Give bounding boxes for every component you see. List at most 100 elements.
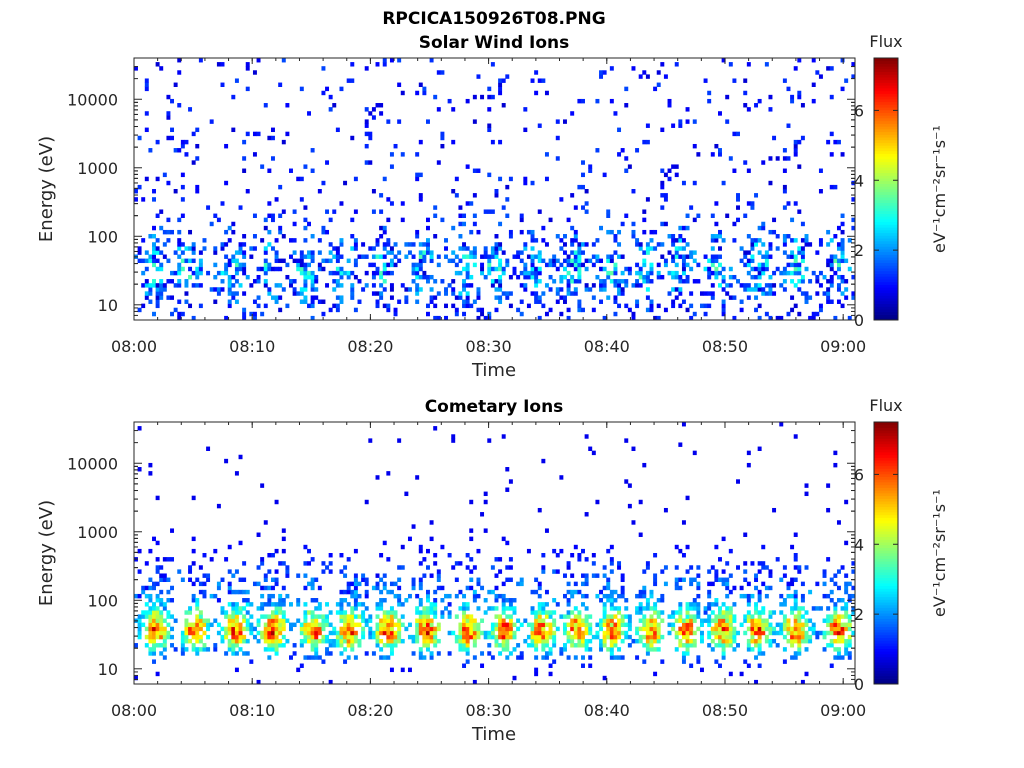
heatmap-cell: [631, 229, 636, 235]
heatmap-cell: [476, 548, 481, 554]
heatmap-cell: [494, 585, 499, 591]
heatmap-cell: [790, 638, 795, 644]
heatmap-cell: [469, 229, 474, 235]
heatmap-cell: [227, 225, 232, 231]
heatmap-cell: [310, 254, 315, 259]
heatmap-cell: [386, 217, 391, 223]
heatmap-cell: [678, 291, 683, 296]
heatmap-cell: [393, 143, 398, 149]
heatmap-cell: [552, 622, 557, 628]
heatmap-cell: [307, 254, 311, 259]
heatmap-cell: [361, 634, 366, 640]
heatmap-cell: [267, 647, 272, 652]
heatmap-cell: [476, 622, 481, 628]
heatmap-cell: [224, 458, 229, 464]
heatmap-cell: [645, 287, 650, 292]
heatmap-cell: [501, 618, 506, 623]
heatmap-cell: [404, 299, 409, 304]
heatmap-cell: [566, 614, 571, 619]
heatmap-cell: [462, 287, 467, 292]
heatmap-cell: [508, 479, 513, 484]
colorbar-segment: [874, 509, 898, 513]
heatmap-cell: [198, 565, 203, 570]
colorbar-segment: [874, 287, 898, 291]
colorbar-segment: [874, 487, 898, 491]
heatmap-cell: [808, 295, 813, 300]
heatmap-cell: [768, 94, 773, 100]
heatmap-cell: [224, 180, 229, 186]
colorbar-segment: [874, 224, 898, 228]
heatmap-cell: [537, 593, 542, 599]
heatmap-cell: [754, 238, 759, 243]
heatmap-cell: [508, 618, 513, 623]
heatmap-cell: [620, 655, 625, 660]
heatmap-cell: [606, 614, 611, 619]
heatmap-cell: [498, 139, 503, 145]
heatmap-cell: [836, 299, 841, 304]
heatmap-cell: [617, 283, 622, 288]
heatmap-cell: [433, 602, 438, 607]
heatmap-cell: [829, 643, 834, 648]
heatmap-cell: [613, 299, 618, 304]
heatmap-cell: [678, 614, 683, 619]
heatmap-cell: [472, 626, 477, 632]
heatmap-cell: [656, 634, 661, 640]
heatmap-cell: [829, 66, 834, 71]
colorbar-tick-label: 0: [854, 311, 864, 330]
heatmap-cell: [379, 638, 384, 644]
heatmap-cell: [386, 197, 391, 202]
heatmap-cell: [728, 295, 733, 300]
heatmap-cell: [152, 283, 156, 288]
heatmap-cell: [490, 266, 495, 272]
heatmap-cell: [418, 258, 423, 264]
heatmap-cell: [422, 618, 427, 623]
heatmap-cell: [508, 626, 513, 632]
colorbar-segment: [874, 150, 898, 154]
heatmap-cell: [389, 610, 394, 615]
heatmap-cell: [249, 659, 254, 664]
heatmap-cell: [303, 270, 308, 276]
heatmap-cell: [613, 638, 618, 644]
heatmap-cell: [480, 266, 485, 272]
heatmap-cell: [346, 581, 351, 587]
heatmap-cell: [739, 585, 744, 591]
heatmap-cell: [465, 164, 470, 169]
heatmap-cell: [851, 585, 856, 591]
heatmap-cell: [260, 164, 265, 169]
heatmap-cell: [534, 655, 539, 660]
heatmap-cell: [433, 630, 438, 636]
heatmap-cell: [793, 638, 798, 644]
heatmap-cell: [234, 618, 239, 623]
heatmap-cell: [426, 274, 430, 280]
heatmap-cell: [512, 270, 517, 276]
heatmap-cell: [307, 262, 311, 268]
heatmap-cell: [714, 618, 719, 623]
heatmap-cell: [613, 630, 618, 636]
heatmap-cell: [649, 229, 654, 235]
heatmap-cell: [692, 618, 697, 623]
heatmap-cell: [505, 291, 510, 296]
heatmap-cell: [440, 135, 445, 141]
heatmap-cell: [335, 634, 340, 640]
heatmap-cell: [418, 262, 423, 268]
heatmap-cell: [577, 184, 582, 190]
heatmap-cell: [328, 258, 333, 264]
heatmap-cell: [418, 242, 423, 247]
heatmap-cell: [415, 270, 420, 276]
heatmap-cell: [847, 581, 852, 587]
heatmap-cell: [231, 274, 236, 280]
heatmap-cell: [249, 246, 254, 251]
heatmap-cell: [422, 86, 427, 92]
heatmap-cell: [635, 299, 640, 304]
heatmap-cell: [613, 262, 618, 268]
heatmap-cell: [227, 303, 232, 309]
colorbar-segment: [874, 303, 898, 307]
heatmap-cell: [692, 614, 697, 619]
colorbar-segment: [874, 457, 898, 461]
heatmap-cell: [718, 622, 722, 628]
heatmap-cell: [782, 634, 787, 640]
heatmap-cell: [663, 74, 668, 79]
heatmap-cell: [768, 254, 773, 259]
heatmap-cell: [602, 266, 607, 272]
heatmap-cell: [772, 638, 777, 644]
